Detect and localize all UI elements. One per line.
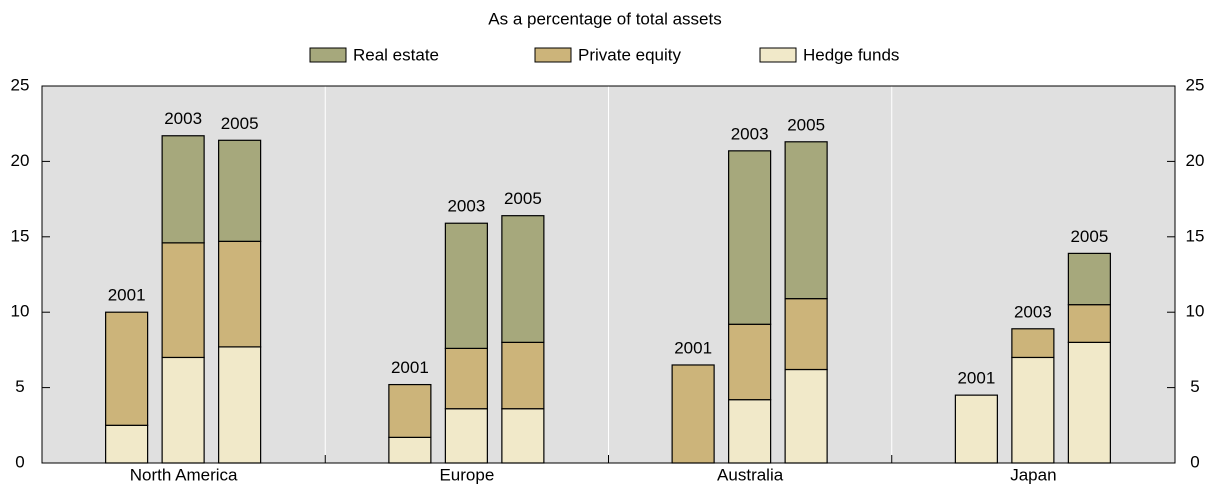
bar-segment bbox=[728, 150, 772, 325]
y2-tick-label: 10 bbox=[1186, 302, 1205, 321]
bar-segment bbox=[161, 356, 205, 464]
bar-segment bbox=[1011, 356, 1055, 464]
chart-title: As a percentage of total assets bbox=[488, 9, 721, 28]
bar-segment bbox=[218, 346, 262, 464]
y-tick-label: 5 bbox=[15, 377, 24, 396]
x-group-label: North America bbox=[130, 465, 238, 484]
bar-year-label: 2005 bbox=[1070, 227, 1108, 246]
bar-segment bbox=[1067, 252, 1111, 306]
legend-label: Real estate bbox=[353, 45, 439, 64]
bar-segment bbox=[784, 141, 828, 300]
bar-segment bbox=[501, 215, 545, 343]
bar-year-label: 2001 bbox=[391, 358, 429, 377]
bar-year-label: 2003 bbox=[447, 197, 485, 216]
legend-label: Private equity bbox=[578, 45, 681, 64]
bar-segment bbox=[161, 242, 205, 359]
bar-segment bbox=[784, 298, 828, 371]
bar-year-label: 2001 bbox=[674, 338, 712, 357]
bar-year-label: 2003 bbox=[731, 124, 769, 143]
legend-label: Hedge funds bbox=[803, 45, 899, 64]
bar-segment bbox=[728, 323, 772, 401]
legend-swatch bbox=[534, 47, 572, 63]
bar-segment bbox=[1011, 328, 1055, 359]
bar-segment bbox=[105, 311, 149, 426]
bar-year-label: 2005 bbox=[504, 189, 542, 208]
bar-segment bbox=[388, 436, 432, 464]
bar-segment bbox=[218, 240, 262, 348]
bar-segment bbox=[671, 364, 715, 464]
bar-segment bbox=[1067, 304, 1111, 343]
bar-segment bbox=[161, 135, 205, 244]
bar-segment bbox=[1067, 341, 1111, 464]
bar-segment bbox=[444, 408, 488, 464]
bar-year-label: 2001 bbox=[108, 286, 146, 305]
bar-segment bbox=[954, 394, 998, 464]
bar-segment bbox=[501, 341, 545, 410]
plot-frame bbox=[41, 85, 1176, 464]
y-tick-label: 15 bbox=[11, 226, 30, 245]
bar-year-label: 2005 bbox=[787, 115, 825, 134]
y-tick-label: 25 bbox=[11, 75, 30, 94]
bar-segment bbox=[218, 139, 262, 242]
y-tick-label: 20 bbox=[11, 151, 30, 170]
bar-segment bbox=[388, 383, 432, 438]
y2-tick-label: 20 bbox=[1186, 151, 1205, 170]
y2-tick-label: 25 bbox=[1186, 75, 1205, 94]
y2-tick-label: 5 bbox=[1190, 377, 1199, 396]
bar-segment bbox=[444, 222, 488, 349]
y2-tick-label: 15 bbox=[1186, 226, 1205, 245]
y2-tick-label: 0 bbox=[1190, 452, 1199, 471]
x-group-label: Europe bbox=[439, 465, 494, 484]
bar-year-label: 2003 bbox=[1014, 302, 1052, 321]
bar-segment bbox=[444, 347, 488, 410]
x-group-label: Australia bbox=[717, 465, 784, 484]
bar-segment bbox=[784, 368, 828, 464]
bar-segment bbox=[728, 399, 772, 464]
y-tick-label: 0 bbox=[15, 452, 24, 471]
y-tick-label: 10 bbox=[11, 302, 30, 321]
bar-year-label: 2003 bbox=[164, 109, 202, 128]
bar-segment bbox=[501, 408, 545, 464]
bar-segment bbox=[105, 424, 149, 464]
bar-year-label: 2005 bbox=[221, 114, 259, 133]
bar-year-label: 2001 bbox=[957, 369, 995, 388]
legend-swatch bbox=[309, 47, 347, 63]
x-group-label: Japan bbox=[1010, 465, 1056, 484]
legend-swatch bbox=[759, 47, 797, 63]
